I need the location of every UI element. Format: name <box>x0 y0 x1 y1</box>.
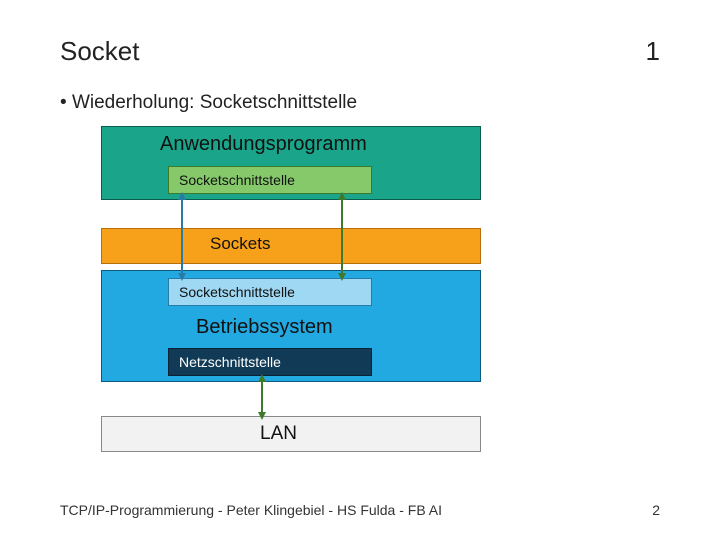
slide-title: Socket <box>60 36 140 67</box>
footer-text: TCP/IP-Programmierung - Peter Klingebiel… <box>60 502 442 518</box>
bullet-line: Wiederholung: Socketschnittstelle <box>60 92 357 114</box>
layer-sockets <box>101 228 481 264</box>
footer-page-number: 2 <box>652 502 660 518</box>
label-net-interface: Netzschnittstelle <box>169 348 371 376</box>
box-socket-interface-app: Socketschnittstelle <box>168 166 372 194</box>
label-application: Anwendungsprogramm <box>160 133 367 156</box>
label-lan: LAN <box>260 423 297 445</box>
slide-number-top: 1 <box>646 36 660 67</box>
slide: Socket 1 Wiederholung: Socketschnittstel… <box>0 0 720 540</box>
label-operating-system: Betriebssystem <box>196 316 333 339</box>
title-row: Socket 1 <box>60 36 660 67</box>
label-socket-interface-os: Socketschnittstelle <box>169 278 371 306</box>
box-socket-interface-os: Socketschnittstelle <box>168 278 372 306</box>
label-socket-interface-app: Socketschnittstelle <box>169 166 371 194</box>
label-sockets: Sockets <box>210 234 270 254</box>
box-net-interface: Netzschnittstelle <box>168 348 372 376</box>
